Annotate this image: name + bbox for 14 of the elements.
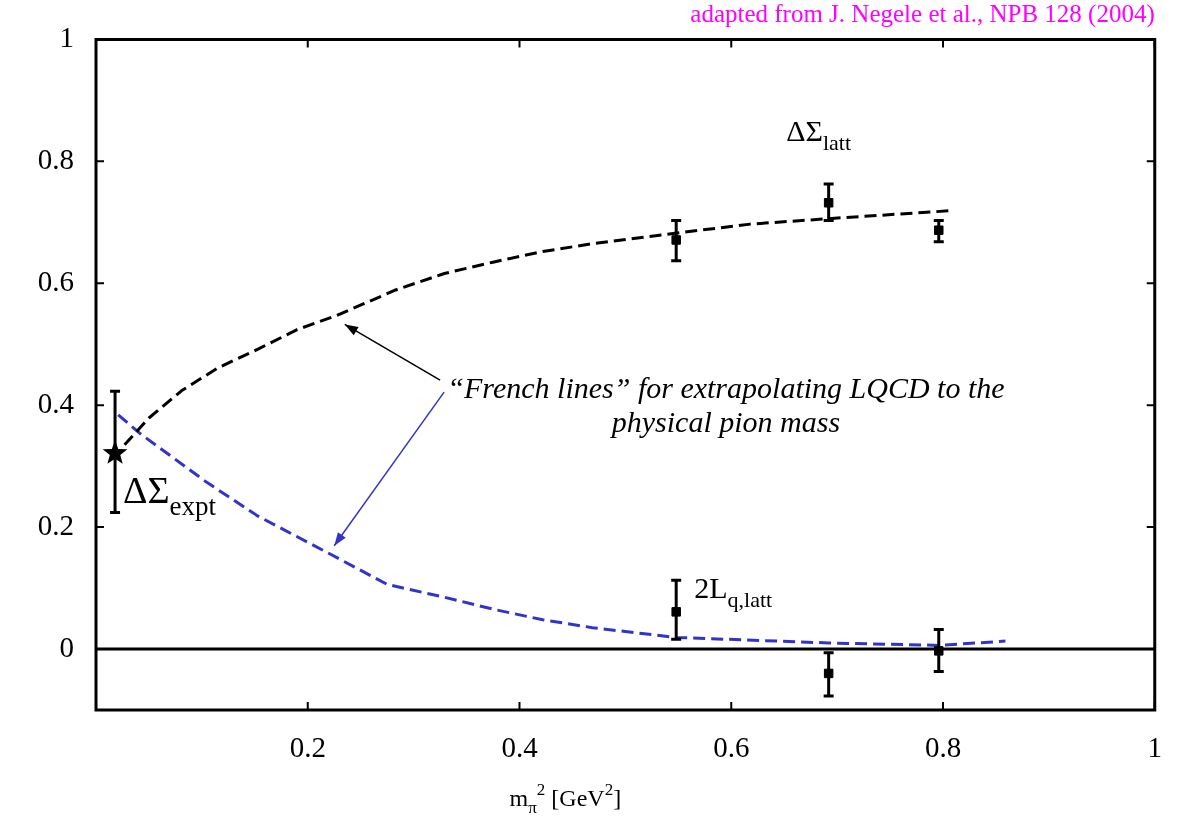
text: adapted from J. Negele et al., NPB 128 (2004) [690,0,1155,28]
x-tick-label: 0.2 [289,731,326,764]
x-tick-label: 1 [1147,731,1162,764]
x-tick-label: 0.8 [924,731,962,764]
point [102,440,128,464]
y-tick-label: 0.4 [37,386,75,419]
annotation: “French lines” for extrapolating LQCD to the physical pion mass [447,371,1005,439]
y-tick-label: 0.6 [37,264,74,297]
y-tick-label: 0 [59,630,74,663]
y-tick-label: 1 [59,21,74,54]
x-tick-label: 0.6 [713,731,750,764]
x-tick-label: 0.4 [501,731,539,764]
y-tick-label: 0.8 [37,142,74,175]
y-tick-label: 0.2 [37,508,74,541]
